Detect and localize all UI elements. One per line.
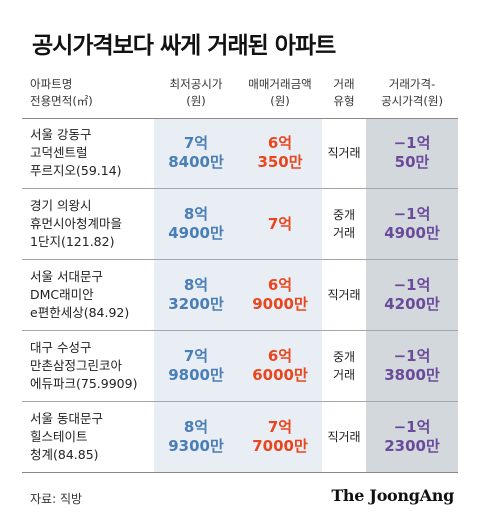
- trade-type-cell-line: 직거래: [327, 146, 361, 160]
- apartment-name-cell-line: 고덕센트럴: [30, 145, 88, 160]
- price-difference-cell-line: 50만: [394, 153, 430, 171]
- chart-title: 공시가격보다 싸게 거래된 아파트: [32, 33, 336, 59]
- trade-type-cell: 직거래: [318, 402, 370, 472]
- trade-type-cell-line: 거래: [332, 368, 356, 382]
- trade-price-cell-line: 6억: [267, 347, 293, 365]
- public-price-cell: 7억 9800만: [154, 331, 238, 401]
- trade-type-cell-line: 직거래: [327, 430, 361, 444]
- trade-price-cell-line: 9000만: [252, 295, 308, 313]
- apartment-name-cell-line: DMC래미안: [30, 287, 94, 302]
- trade-type-cell-line: 중개: [332, 350, 356, 364]
- trade-price-cell: 7억: [238, 189, 322, 259]
- source-note: 자료: 직방: [30, 492, 83, 506]
- table-row: 서울 강동구 고덕센트럴 푸르지오(59.14) 7억 8400만 6억 350만 직거래 −1…: [22, 118, 458, 189]
- price-difference-cell-line: 2300만: [384, 437, 440, 455]
- apartment-name-cell-line: 만촌삼정그린코아: [30, 358, 123, 373]
- price-difference-cell: −1억 4900만: [366, 189, 458, 259]
- trade-price-cell-line: 7000만: [252, 437, 308, 455]
- public-price-cell-line: 7억: [183, 347, 209, 365]
- apartment-name-cell-line: 서울 강동구: [30, 127, 92, 142]
- apartment-name-cell-line: 대구 수성구: [30, 340, 92, 355]
- header-public-price: 최저공시가 (원): [169, 77, 223, 108]
- trade-price-cell: 7억 7000만: [238, 402, 322, 472]
- price-difference-cell-line: 4200만: [384, 295, 440, 313]
- trade-type-cell: 직거래: [318, 118, 370, 188]
- trade-price-cell-line: 350만: [257, 153, 303, 171]
- public-price-cell-line: 8400만: [168, 153, 224, 171]
- trade-price-cell: 6억 9000만: [238, 260, 322, 330]
- public-price-cell-line: 9300만: [168, 437, 224, 455]
- public-price-cell: 8억 4900만: [154, 189, 238, 259]
- table-row: 서울 동대문구 힐스테이트 청계(84.85) 8억 9300만 7억 7000만 직거래 −1…: [22, 402, 458, 473]
- price-difference-cell-line: 4900만: [384, 224, 440, 242]
- trade-price-cell-line: 6억: [267, 276, 293, 294]
- apartment-name-cell-line: e편한세상(84.92): [30, 305, 130, 320]
- public-price-cell-line: 9800만: [168, 366, 224, 384]
- public-price-cell-line: 8억: [183, 276, 209, 294]
- apartment-name-cell-line: 푸르지오(59.14): [30, 163, 122, 178]
- apartment-name-cell-line: 휴먼시아청계마을: [30, 216, 123, 231]
- table-row: 서울 서대문구 DMC래미안 e편한세상(84.92) 8억 3200만 6억 9000만 직…: [22, 260, 458, 331]
- apartment-name-cell-line: 청계(84.85): [30, 447, 99, 462]
- header-trade-type: 거래 유형: [333, 77, 355, 108]
- table-row: 대구 수성구 만촌삼정그린코아 에듀파크(75.9909) 7억 9800만 6억 6000…: [22, 331, 458, 402]
- header-name: 아파트명 전용면적(㎡): [30, 77, 93, 108]
- price-column-band: [154, 118, 322, 472]
- price-difference-cell: −1억 2300만: [366, 402, 458, 472]
- trade-type-cell-line: 거래: [332, 226, 356, 240]
- price-difference-cell-line: −1억: [393, 205, 431, 223]
- table-row: 경기 의왕시 휴먼시아청계마을 1단지(121.82) 8억 4900만 7억 중개 거래 −1…: [22, 189, 458, 260]
- table-body: 서울 강동구 고덕센트럴 푸르지오(59.14) 7억 8400만 6억 350만 직거래 −1…: [22, 118, 458, 473]
- difference-column-band: [366, 118, 458, 472]
- apartment-name-cell-line: 에듀파크(75.9909): [30, 376, 138, 391]
- trade-price-cell: 6억 6000만: [238, 331, 322, 401]
- header-difference: 거래가격- 공시가격(원): [381, 77, 443, 108]
- price-difference-cell: −1억 3800만: [366, 331, 458, 401]
- price-difference-cell: −1억 50만: [366, 118, 458, 188]
- trade-price-cell-line: 7억: [267, 214, 293, 233]
- price-difference-cell-line: −1억: [393, 276, 431, 294]
- trade-price-cell-line: 7억: [267, 418, 293, 436]
- trade-price-cell: 6억 350만: [238, 118, 322, 188]
- apartment-name-cell-line: 힐스테이트: [30, 429, 88, 444]
- price-difference-cell-line: −1억: [393, 418, 431, 436]
- apartment-name-cell-line: 경기 의왕시: [30, 198, 92, 213]
- header-trade-price: 매매거래금액 (원): [248, 77, 312, 108]
- price-difference-cell-line: −1억: [393, 134, 431, 152]
- price-difference-cell-line: 3800만: [384, 366, 440, 384]
- apartment-name-cell-line: 서울 동대문구: [30, 411, 103, 426]
- trade-price-cell-line: 6000만: [252, 366, 308, 384]
- trade-type-cell: 직거래: [318, 260, 370, 330]
- apartment-name-cell-line: 1단지(121.82): [30, 234, 115, 249]
- table-header: 아파트명 전용면적(㎡) 최저공시가 (원) 매매거래금액 (원) 거래 유형 …: [22, 72, 458, 119]
- public-price-cell-line: 8억: [183, 205, 209, 223]
- public-price-cell: 7억 8400만: [154, 118, 238, 188]
- public-price-cell-line: 3200만: [168, 295, 224, 313]
- publisher-logo: The JoongAng: [331, 486, 454, 505]
- price-difference-cell: −1억 4200만: [366, 260, 458, 330]
- public-price-cell: 8억 3200만: [154, 260, 238, 330]
- public-price-cell-line: 7억: [183, 134, 209, 152]
- apartment-name-cell-line: 서울 서대문구: [30, 269, 103, 284]
- trade-price-cell-line: 6억: [267, 134, 293, 152]
- public-price-cell-line: 8억: [183, 418, 209, 436]
- price-difference-cell-line: −1억: [393, 347, 431, 365]
- trade-type-cell-line: 중개: [332, 208, 356, 222]
- apartment-name-cell: 서울 서대문구 DMC래미안 e편한세상(84.92): [30, 260, 156, 330]
- trade-type-cell-line: 직거래: [327, 288, 361, 302]
- public-price-cell: 8억 9300만: [154, 402, 238, 472]
- public-price-cell-line: 4900만: [168, 224, 224, 242]
